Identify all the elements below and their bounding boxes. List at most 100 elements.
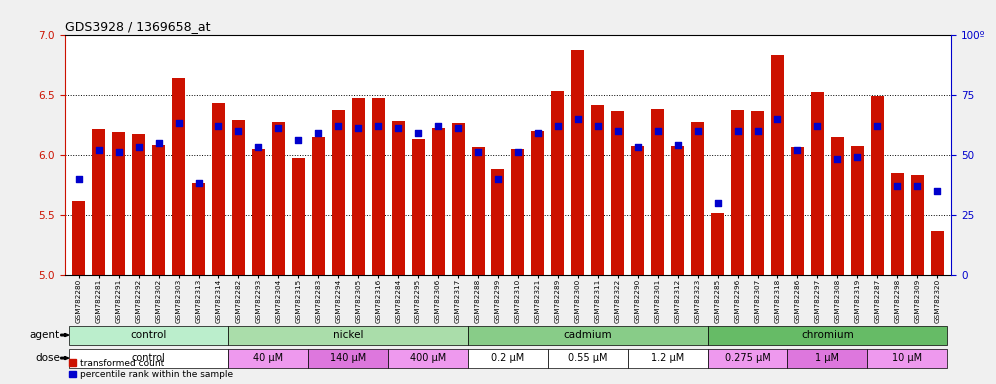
Bar	[272, 122, 285, 275]
Point	[210, 123, 226, 129]
Bar	[491, 169, 504, 275]
Point	[790, 147, 806, 153]
Bar	[431, 128, 444, 275]
Bar	[851, 146, 864, 275]
Point	[629, 144, 645, 151]
Point	[929, 187, 945, 194]
Point	[130, 144, 146, 151]
Bar	[468, 349, 548, 367]
Text: 1.2 μM: 1.2 μM	[651, 353, 684, 362]
Point	[730, 127, 746, 134]
Point	[870, 123, 885, 129]
Point	[530, 130, 546, 136]
Text: 0.55 μM: 0.55 μM	[568, 353, 608, 362]
Point	[351, 125, 367, 131]
Bar	[309, 349, 388, 367]
Point	[850, 154, 866, 160]
Bar	[811, 92, 824, 275]
Bar	[113, 132, 125, 275]
Point	[510, 149, 526, 155]
Point	[270, 125, 286, 131]
Point	[810, 123, 826, 129]
Text: dose: dose	[35, 353, 60, 363]
Point	[430, 123, 446, 129]
Bar	[391, 121, 404, 275]
Text: 10 μM: 10 μM	[892, 353, 922, 362]
Bar	[212, 103, 225, 275]
Bar	[930, 231, 943, 275]
Bar	[152, 145, 165, 275]
Point	[470, 149, 486, 155]
Bar	[512, 149, 525, 275]
Point	[71, 175, 87, 182]
Text: 1 μM: 1 μM	[816, 353, 840, 362]
Bar	[532, 131, 545, 275]
Point	[390, 125, 406, 131]
Point	[250, 144, 266, 151]
Point	[590, 123, 606, 129]
Bar	[707, 349, 788, 367]
Point	[230, 127, 246, 134]
Point	[669, 142, 685, 148]
Point	[331, 123, 347, 129]
Point	[830, 156, 846, 162]
Bar	[771, 55, 784, 275]
Bar	[612, 111, 624, 275]
Point	[311, 130, 327, 136]
Text: GDS3928 / 1369658_at: GDS3928 / 1369658_at	[65, 20, 210, 33]
Point	[550, 123, 566, 129]
Bar	[332, 110, 345, 275]
Bar	[132, 134, 145, 275]
Text: 400 μM: 400 μM	[410, 353, 446, 362]
Bar	[791, 147, 804, 275]
Point	[150, 139, 166, 146]
Bar	[871, 96, 883, 275]
Text: 0.2 μM: 0.2 μM	[491, 353, 525, 362]
Point	[450, 125, 466, 131]
Bar	[552, 91, 565, 275]
Bar	[372, 98, 384, 275]
Bar	[93, 129, 106, 275]
Text: nickel: nickel	[333, 329, 364, 339]
Bar	[572, 50, 585, 275]
Bar	[868, 349, 947, 367]
Point	[649, 127, 665, 134]
Bar	[468, 326, 707, 344]
Text: control: control	[130, 329, 166, 339]
Point	[889, 183, 905, 189]
Point	[190, 180, 206, 187]
Point	[770, 116, 786, 122]
Bar	[707, 326, 947, 344]
Point	[570, 116, 586, 122]
Bar	[388, 349, 468, 367]
Bar	[252, 149, 265, 275]
Bar	[312, 137, 325, 275]
Text: 40 μM: 40 μM	[253, 353, 284, 362]
Bar	[411, 139, 424, 275]
Bar	[751, 111, 764, 275]
Bar	[592, 105, 605, 275]
Point	[291, 137, 307, 143]
Bar	[831, 137, 844, 275]
Bar	[788, 349, 868, 367]
Text: chromium: chromium	[801, 329, 854, 339]
Bar	[451, 123, 464, 275]
Point	[91, 147, 107, 153]
Bar	[711, 214, 724, 275]
Point	[610, 127, 625, 134]
Point	[170, 120, 186, 126]
Bar	[69, 349, 228, 367]
Bar	[292, 158, 305, 275]
Bar	[627, 349, 707, 367]
Bar	[352, 98, 365, 275]
Bar	[671, 146, 684, 275]
Bar	[548, 349, 627, 367]
Bar	[228, 349, 309, 367]
Text: control: control	[131, 353, 165, 362]
Text: agent: agent	[30, 330, 60, 340]
Bar	[910, 175, 923, 275]
Bar	[232, 120, 245, 275]
Point	[909, 183, 925, 189]
Bar	[69, 326, 228, 344]
Bar	[631, 146, 644, 275]
